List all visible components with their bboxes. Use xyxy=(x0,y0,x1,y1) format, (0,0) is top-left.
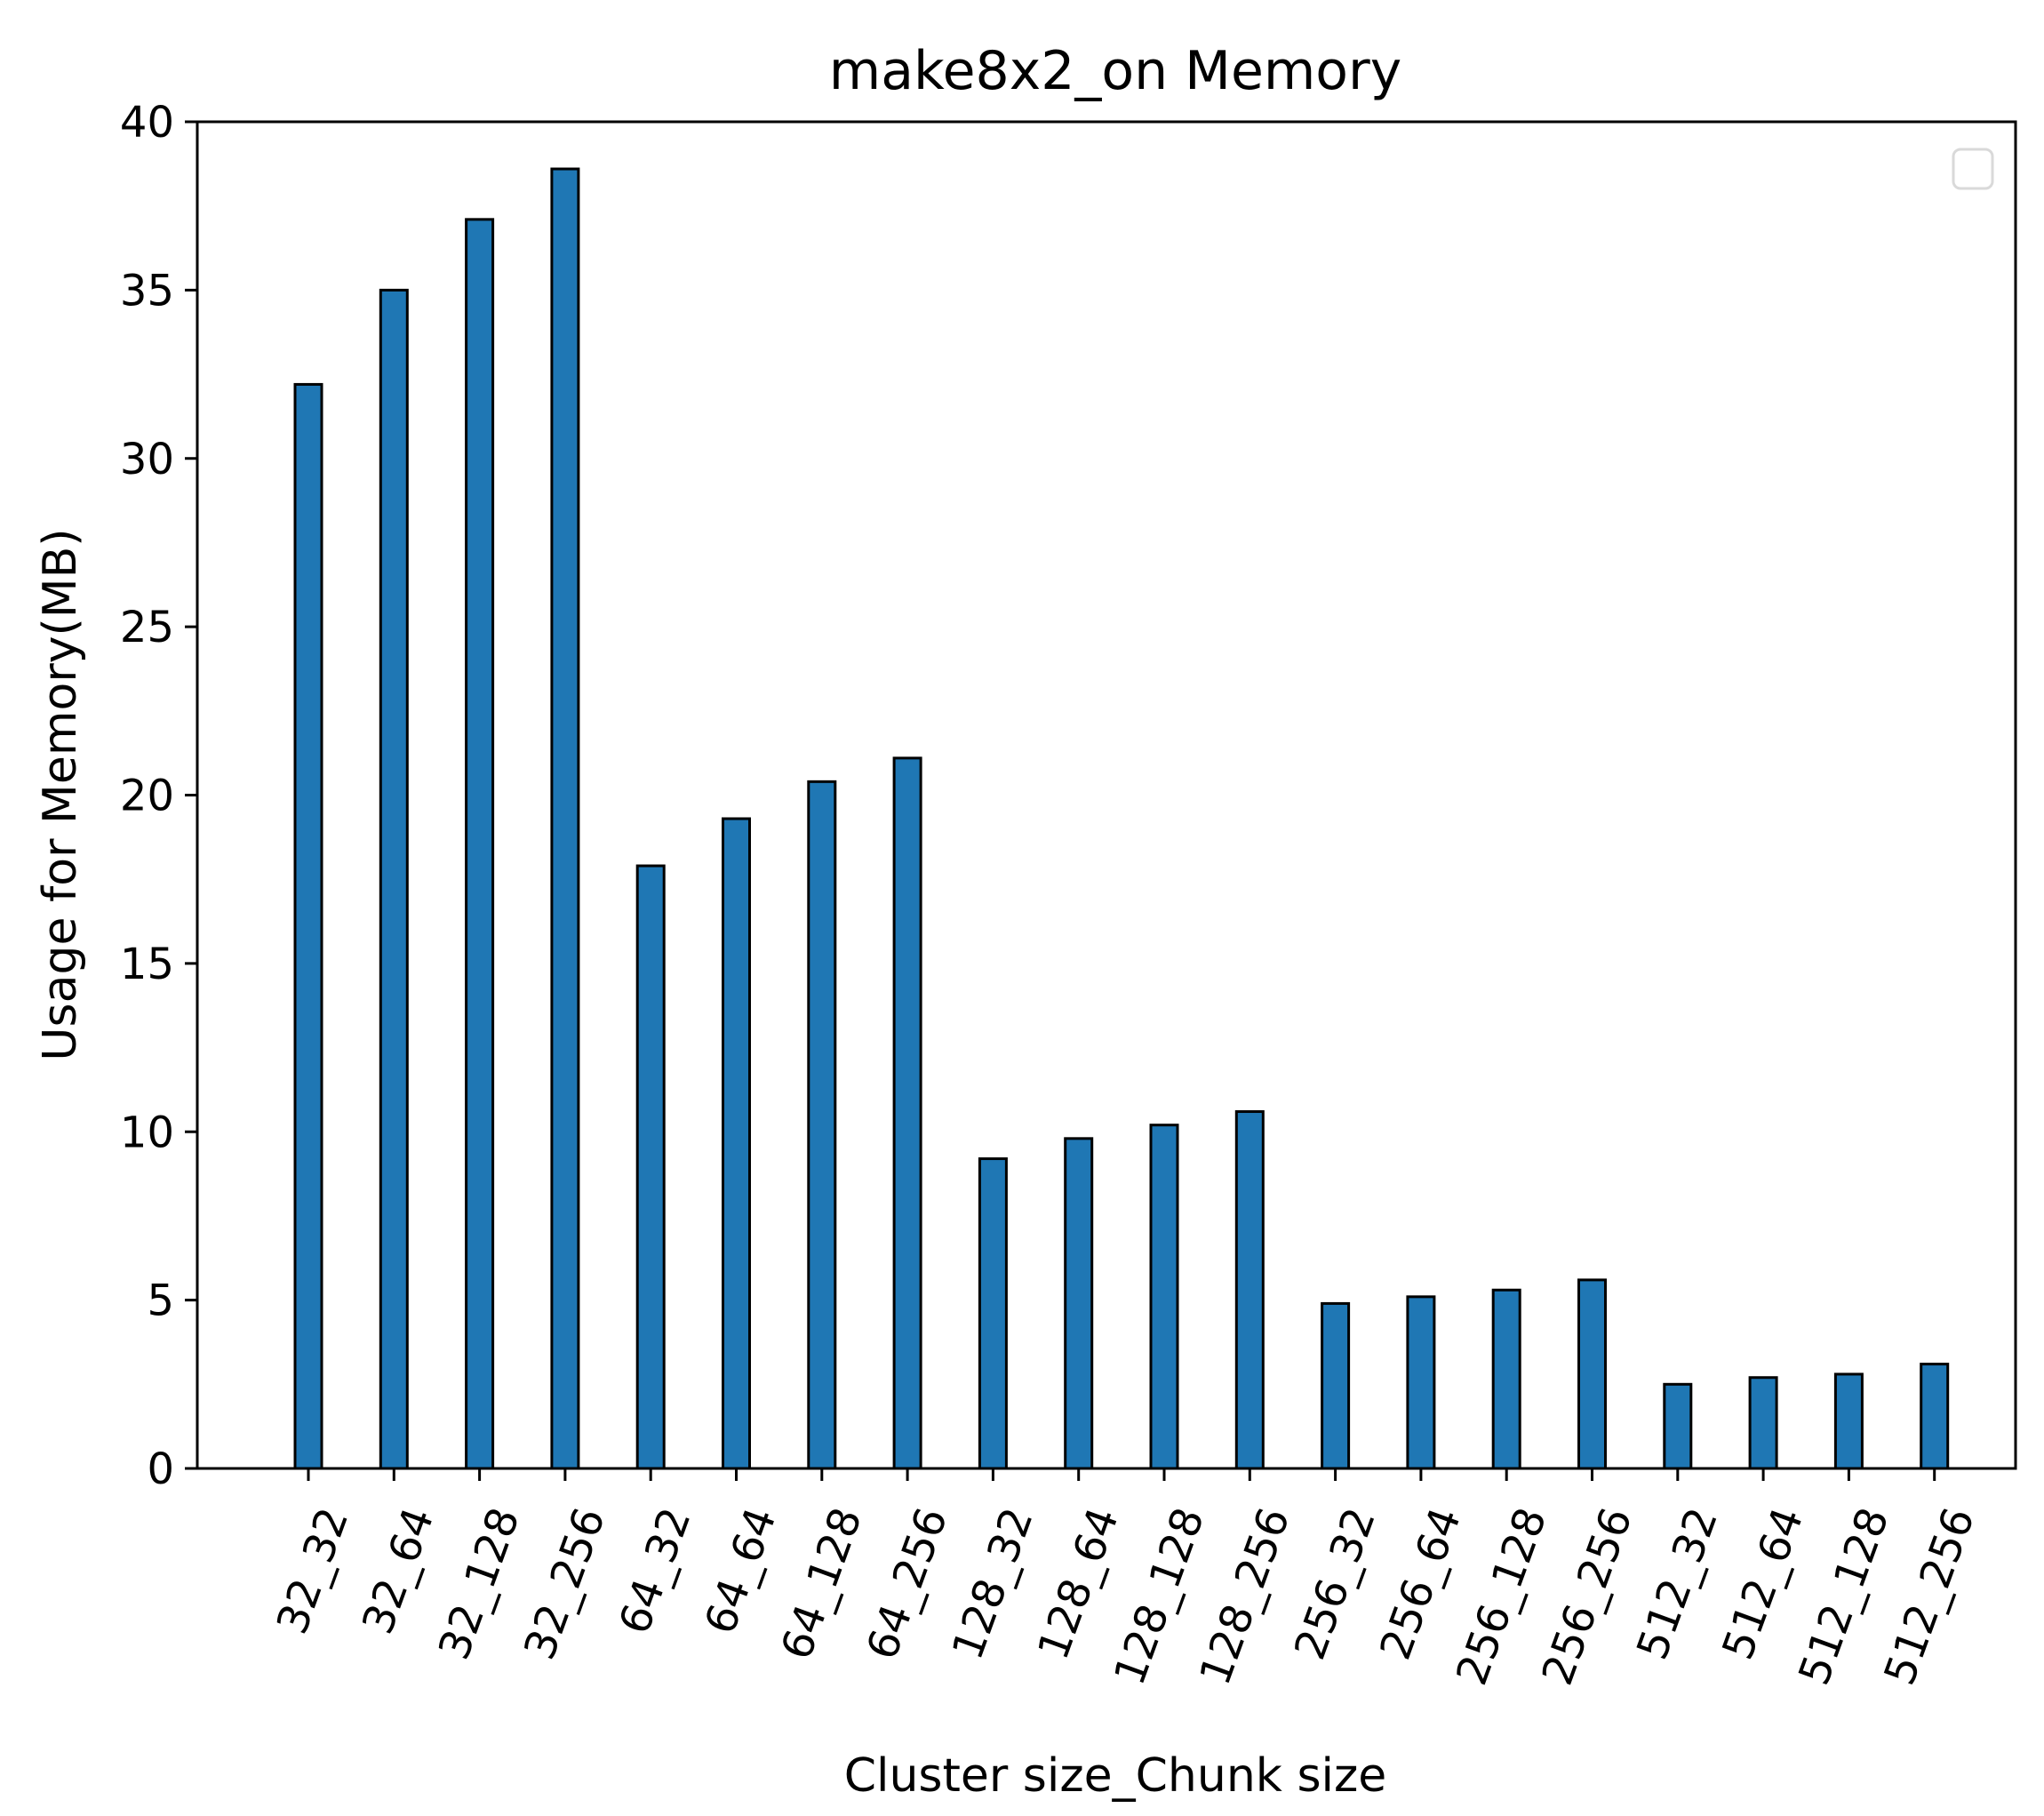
bar-256_32 xyxy=(1321,1301,1351,1470)
bar-128_32 xyxy=(978,1157,1008,1470)
bar-128_256 xyxy=(1234,1110,1265,1470)
y-tick-label: 25 xyxy=(120,603,174,652)
bar-128_128 xyxy=(1149,1124,1179,1470)
bar-512_128 xyxy=(1833,1372,1864,1470)
y-tick-label: 40 xyxy=(120,98,174,148)
bar-32_64 xyxy=(379,288,409,1470)
bar-32_256 xyxy=(550,167,580,1470)
bar-128_64 xyxy=(1064,1137,1094,1470)
y-tick-label: 15 xyxy=(120,940,174,989)
y-tick-label: 0 xyxy=(147,1444,174,1494)
bar-256_256 xyxy=(1577,1278,1607,1470)
bar-256_128 xyxy=(1491,1288,1521,1470)
bar-512_32 xyxy=(1663,1382,1693,1470)
bar-64_32 xyxy=(635,864,666,1470)
y-tick-label: 20 xyxy=(120,772,174,821)
y-axis-label: Usage for Memory(MB) xyxy=(34,528,87,1060)
plot-area-frame xyxy=(196,120,2017,1470)
y-tick-label: 30 xyxy=(120,435,174,484)
y-axis-ticks: 0 5 10 15 20 25 30 35 40 xyxy=(120,98,197,1494)
y-tick-label: 10 xyxy=(120,1108,174,1157)
y-tick-label: 5 xyxy=(147,1276,174,1326)
bar-64_256 xyxy=(892,756,922,1470)
chart-title: make8x2_on Memory xyxy=(829,40,1401,102)
x-axis-label: Cluster size_Chunk size xyxy=(844,1749,1387,1803)
legend-box xyxy=(1952,148,1994,190)
bar-32_128 xyxy=(465,218,495,1470)
y-tick-label: 35 xyxy=(120,266,174,316)
bars-group xyxy=(293,167,1950,1470)
bar-64_64 xyxy=(722,817,751,1470)
bar-512_256 xyxy=(1920,1363,1950,1470)
bar-32_32 xyxy=(293,382,323,1470)
bar-256_64 xyxy=(1406,1295,1436,1470)
bar-512_64 xyxy=(1748,1376,1778,1470)
bar-64_128 xyxy=(807,780,837,1470)
